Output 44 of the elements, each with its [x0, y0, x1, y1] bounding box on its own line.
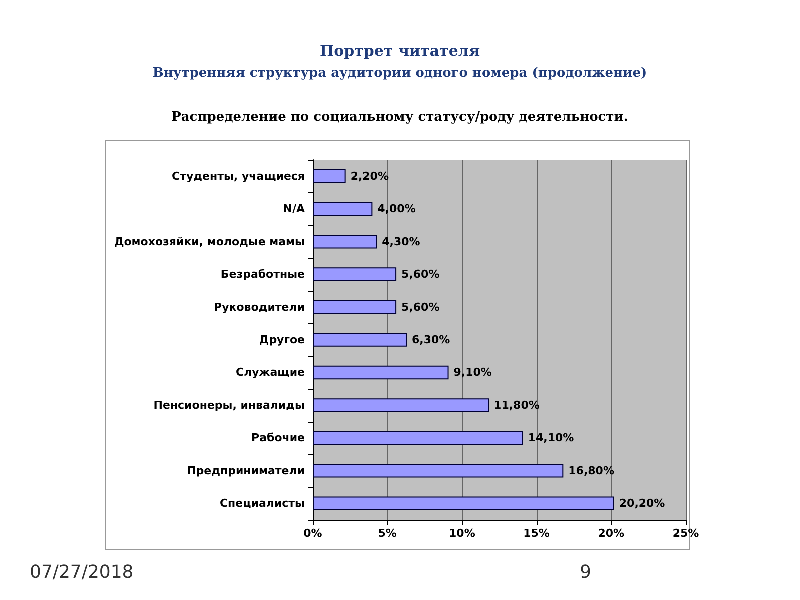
- bar: [313, 398, 490, 412]
- x-tick-label: 5%: [378, 527, 397, 540]
- x-tick-label: 10%: [449, 527, 476, 540]
- y-tick-label: Другое: [259, 334, 305, 346]
- bar: [313, 366, 449, 380]
- text: 07/27/2018: [30, 562, 134, 583]
- x-tick-label: 0%: [304, 527, 322, 540]
- data-label: 14,10%: [528, 432, 574, 445]
- bar: [313, 300, 397, 314]
- data-label: 16,80%: [568, 464, 614, 478]
- bar: [313, 431, 524, 446]
- bar: [313, 333, 407, 347]
- y-tick-label: Безработные: [220, 268, 305, 282]
- chart-title: Портрет читателя: [318, 42, 482, 60]
- y-tick-label: Служащие: [236, 366, 305, 380]
- data-label: 2,20%: [350, 170, 389, 183]
- data-label: 5,60%: [402, 300, 440, 314]
- bar: [313, 268, 397, 282]
- y-tick-label: Домохозяйки, молодые мамы: [114, 235, 306, 248]
- data-label: 4,00%: [378, 202, 416, 216]
- text: Распределение по социальному статусу/роду деятельности.: [170, 110, 630, 125]
- data-label: 5,60%: [402, 268, 440, 282]
- text: 9: [580, 562, 592, 583]
- bar: [313, 464, 564, 478]
- x-tick-label: 20%: [598, 527, 625, 540]
- y-tick-label: Специалисты: [220, 497, 306, 510]
- y-tick-label: Руководители: [214, 300, 305, 314]
- data-label: 11,80%: [494, 398, 540, 412]
- y-tick-label: Предприниматели: [187, 464, 305, 478]
- chart-subtitle: Внутренняя структура аудитории одного номера (продолжение): [152, 66, 648, 81]
- data-label: 6,30%: [412, 334, 450, 346]
- data-label: 4,30%: [382, 235, 420, 248]
- y-tick-label: N/A: [283, 202, 306, 216]
- bar: [313, 202, 373, 216]
- data-label: 9,10%: [454, 366, 492, 380]
- data-label: 20,20%: [619, 497, 666, 510]
- y-tick-label: Рабочие: [252, 432, 305, 445]
- y-tick-label: Студенты, учащиеся: [172, 170, 305, 183]
- bar: [313, 496, 614, 511]
- y-tick-label: Пенсионеры, инвалиды: [154, 398, 306, 412]
- bar: [313, 169, 346, 184]
- bar: [313, 234, 378, 249]
- x-tick-label: 15%: [524, 527, 550, 540]
- x-tick-label: 25%: [672, 527, 700, 540]
